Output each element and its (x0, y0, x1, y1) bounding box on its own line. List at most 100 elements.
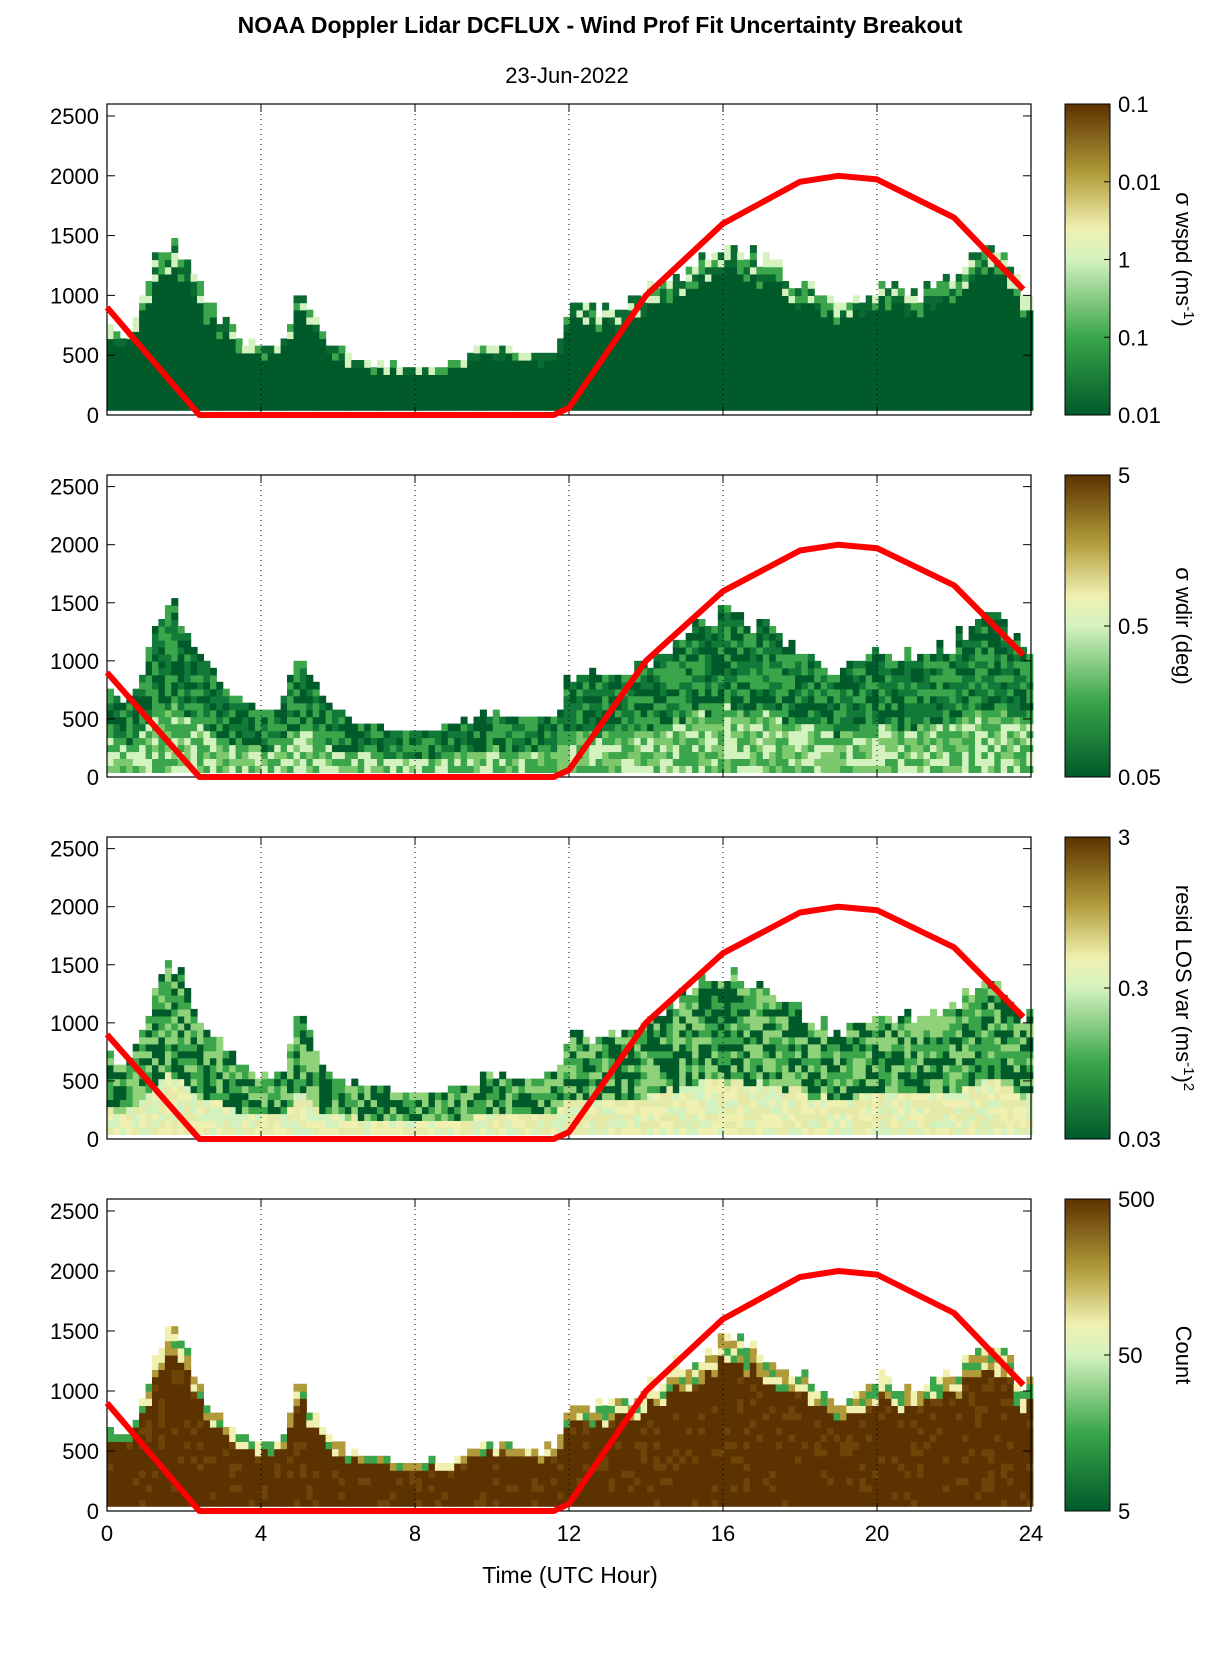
heatmap-cell (312, 1099, 320, 1108)
heatmap-cell (762, 367, 770, 375)
heatmap-cell (222, 702, 230, 711)
heatmap-cell (711, 702, 719, 711)
heatmap-cell (975, 633, 982, 641)
heatmap-cell (891, 352, 899, 361)
heatmap-cell (981, 681, 989, 690)
heatmap-cell (987, 633, 995, 641)
heatmap-cell (242, 1120, 249, 1128)
heatmap-cell (910, 309, 918, 318)
heatmap-cell (197, 730, 204, 739)
heatmap-cell (467, 374, 475, 383)
heatmap-cell (704, 695, 712, 704)
heatmap-cell (1007, 395, 1015, 404)
heatmap-cell (409, 1106, 417, 1115)
heatmap-cell (846, 403, 854, 411)
heatmap-cell (923, 653, 931, 662)
heatmap-cell (1013, 751, 1021, 759)
heatmap-cell (782, 295, 790, 304)
heatmap-cell (177, 1029, 185, 1038)
heatmap-cell (743, 295, 751, 304)
heatmap-cell (537, 374, 545, 383)
heatmap-cell (139, 1092, 147, 1101)
heatmap-cell (756, 730, 764, 739)
heatmap-cell (756, 737, 764, 746)
heatmap-cell (126, 360, 134, 368)
heatmap-cell (184, 281, 192, 289)
heatmap-cell (756, 702, 764, 711)
heatmap-cell (602, 751, 610, 759)
heatmap-cell (569, 381, 577, 390)
heatmap-cell (293, 1071, 301, 1080)
heatmap-cell (602, 403, 610, 411)
heatmap-cell (1013, 709, 1021, 718)
heatmap-cell (962, 324, 970, 332)
heatmap-cell (524, 723, 532, 732)
heatmap-cell (473, 1099, 481, 1108)
heatmap-cell (936, 737, 944, 746)
heatmap-cell (434, 1113, 442, 1121)
heatmap-cell (775, 723, 783, 732)
heatmap-cell (968, 674, 976, 683)
heatmap-cell (775, 288, 783, 296)
heatmap-cell (807, 331, 815, 340)
heatmap-cell (955, 403, 963, 411)
heatmap-cell (537, 765, 545, 773)
heatmap-cell (441, 403, 449, 411)
heatmap-cell (505, 765, 513, 773)
heatmap-cell (287, 758, 294, 766)
heatmap-cell (962, 695, 970, 704)
heatmap-cell (152, 688, 159, 697)
heatmap-cell (647, 667, 655, 676)
heatmap-cell (357, 1106, 365, 1115)
heatmap-cell (602, 331, 610, 340)
heatmap-cell (827, 751, 835, 759)
heatmap-cell (679, 681, 687, 690)
heatmap-cell (216, 1064, 224, 1073)
heatmap-cell (184, 674, 192, 683)
heatmap-cell (1013, 744, 1021, 753)
heatmap-cell (749, 765, 757, 773)
heatmap-cell (865, 374, 873, 383)
heatmap-cell (248, 744, 256, 753)
heatmap-cell (788, 758, 796, 766)
heatmap-cell (833, 765, 841, 773)
heatmap-cell (769, 295, 777, 304)
heatmap-cell (827, 702, 835, 711)
heatmap-cell (872, 324, 880, 332)
heatmap-cell (312, 1071, 320, 1080)
heatmap-cell (795, 367, 802, 375)
heatmap-cell (1000, 331, 1008, 340)
heatmap-cell (492, 1106, 500, 1115)
heatmap-cell (634, 695, 642, 704)
heatmap-cell (846, 688, 854, 697)
heatmap-cell (216, 338, 224, 347)
heatmap-cell (492, 1099, 500, 1108)
heatmap-cell (126, 1092, 134, 1101)
heatmap-cell (917, 660, 925, 669)
heatmap-cell (987, 730, 995, 739)
heatmap-cell (659, 667, 667, 676)
heatmap-cell (479, 352, 487, 361)
heatmap-cell (158, 1099, 166, 1108)
heatmap-cell (614, 716, 622, 725)
heatmap-cell (910, 765, 918, 773)
heatmap-cell (885, 324, 892, 332)
heatmap-cell (910, 302, 918, 311)
heatmap-cell (357, 1127, 365, 1135)
heatmap-cell (512, 744, 520, 753)
heatmap-cell (152, 388, 159, 397)
heatmap-cell (229, 1099, 237, 1108)
heatmap-cell (640, 737, 648, 746)
heatmap-cell (775, 259, 783, 268)
heatmap-cell (595, 388, 603, 397)
heatmap-cell (827, 758, 835, 766)
heatmap-cell (164, 1050, 172, 1059)
heatmap-cell (171, 295, 179, 304)
heatmap-cell (280, 1085, 288, 1094)
heatmap-cell (827, 730, 835, 739)
heatmap-cell (280, 1071, 288, 1080)
heatmap-cell (730, 324, 738, 332)
heatmap-cell (402, 1127, 410, 1135)
heatmap-cell (981, 723, 989, 732)
heatmap-cell (608, 723, 616, 732)
